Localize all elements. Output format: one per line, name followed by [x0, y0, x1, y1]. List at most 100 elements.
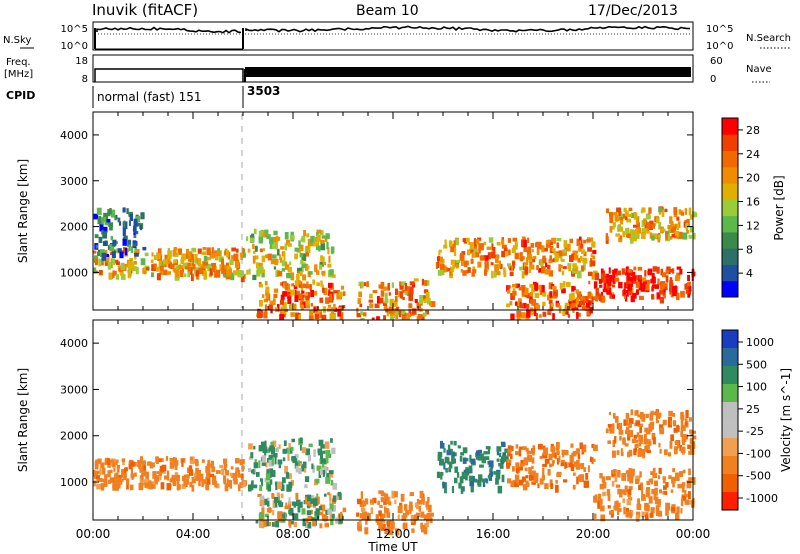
data-cell: [173, 260, 177, 263]
data-cell: [625, 426, 630, 433]
data-cell: [607, 280, 612, 286]
data-cell: [682, 232, 688, 240]
data-cell: [646, 487, 651, 492]
data-cell: [247, 248, 251, 253]
data-cell: [635, 274, 640, 281]
data-cell: [159, 268, 164, 275]
data-cell: [321, 465, 327, 474]
data-cell: [685, 434, 688, 440]
data-cell: [235, 458, 240, 464]
data-cell: [437, 451, 443, 458]
data-cell: [665, 232, 668, 240]
data-cell: [534, 473, 539, 482]
data-cell: [468, 475, 474, 481]
data-cell: [539, 288, 543, 295]
data-cell: [608, 275, 613, 282]
data-cell: [554, 452, 557, 459]
data-cell: [624, 210, 629, 217]
data-cell: [495, 256, 499, 263]
data-cell: [600, 514, 606, 522]
colorbar-tick-label: 100: [746, 381, 767, 394]
data-cell: [633, 212, 638, 220]
data-cell: [526, 293, 530, 299]
data-cell: [510, 453, 513, 460]
data-cell: [102, 241, 108, 246]
data-cell: [680, 290, 685, 298]
data-cell: [605, 233, 609, 241]
data-cell: [304, 468, 307, 473]
data-cell: [318, 439, 324, 446]
data-cell: [142, 246, 147, 251]
data-cell: [542, 255, 546, 264]
data-cell: [104, 255, 108, 261]
data-cell: [573, 266, 578, 271]
data-cell: [290, 235, 295, 240]
data-cell: [461, 471, 465, 478]
data-cell: [380, 497, 385, 503]
data-cell: [226, 478, 229, 487]
data-cell: [493, 471, 499, 475]
data-cell: [516, 314, 521, 322]
data-cell: [175, 269, 179, 278]
data-cell: [404, 283, 408, 291]
data-cell: [211, 264, 216, 272]
data-cell: [639, 439, 643, 444]
data-cell: [226, 262, 230, 269]
data-cell: [269, 237, 274, 244]
data-cell: [551, 237, 556, 244]
data-cell: [175, 265, 178, 270]
data-cell: [535, 304, 541, 311]
colorbar-block: [722, 384, 738, 403]
data-cell: [563, 240, 568, 248]
data-cell: [332, 495, 337, 502]
data-cell: [119, 251, 124, 259]
data-cell: [519, 479, 523, 486]
data-cell: [623, 419, 627, 426]
data-cell: [302, 274, 307, 281]
data-cell: [309, 284, 312, 291]
data-cell: [188, 258, 192, 262]
data-cell: [583, 467, 587, 472]
data-cell: [512, 466, 515, 472]
data-cell: [581, 305, 587, 310]
data-cell: [239, 459, 243, 466]
data-cell: [512, 291, 517, 296]
data-cell: [608, 411, 611, 415]
data-cell: [532, 259, 536, 263]
data-cell: [687, 274, 690, 281]
data-cell: [658, 207, 663, 212]
data-cell: [272, 236, 277, 244]
data-cell: [675, 230, 680, 237]
data-cell: [299, 437, 303, 444]
data-cell: [287, 243, 292, 247]
data-cell: [669, 277, 673, 282]
data-cell: [424, 280, 428, 286]
data-cell: [638, 423, 643, 427]
data-cell: [539, 284, 544, 291]
data-cell: [133, 266, 137, 272]
data-cell: [332, 482, 338, 490]
data-cell: [267, 484, 272, 492]
data-cell: [105, 249, 108, 256]
data-cell: [282, 477, 286, 484]
colorbar-tick-label: 16: [746, 196, 760, 209]
data-cell: [450, 266, 454, 272]
data-cell: [239, 482, 243, 488]
data-cell: [298, 240, 301, 247]
data-cell: [644, 270, 647, 277]
data-cell: [680, 446, 686, 453]
data-cell: [625, 507, 629, 512]
data-cell: [222, 264, 227, 271]
data-cell: [326, 473, 330, 478]
data-cell: [303, 294, 306, 298]
data-cell: [300, 304, 305, 311]
data-cell: [680, 424, 686, 432]
data-cell: [622, 437, 626, 445]
data-cell: [165, 456, 169, 461]
data-cell: [157, 248, 162, 256]
freq-panel: Freq. [MHz] 18 8 60 0 Nave: [4, 54, 772, 85]
data-cell: [122, 207, 126, 213]
data-cell: [360, 281, 364, 289]
data-cell: [653, 411, 657, 415]
data-cell: [615, 500, 619, 508]
